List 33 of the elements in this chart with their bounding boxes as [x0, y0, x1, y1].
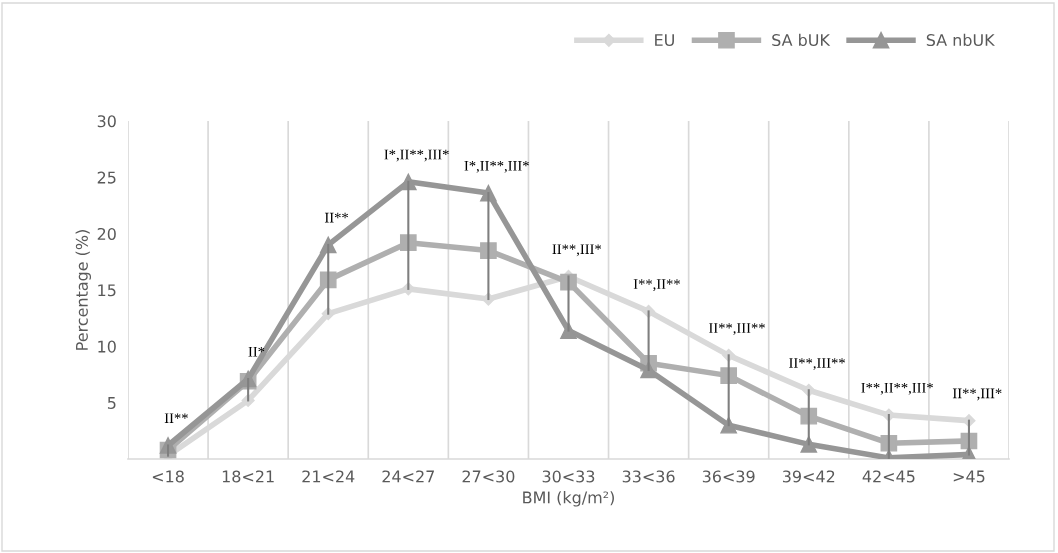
- x-tick-label: <18: [152, 470, 184, 483]
- annotation: II**,III**: [709, 323, 765, 336]
- x-tick-label: 42<45: [862, 470, 915, 483]
- annotation: I**,II**,III*: [861, 382, 933, 395]
- y-tick-label: 30: [97, 115, 116, 128]
- annotation: II**,III**: [789, 358, 845, 370]
- legend-label: EU: [655, 34, 674, 47]
- y-tick-label: 10: [98, 340, 116, 353]
- annotation: II**: [164, 413, 188, 423]
- x-tick-label: 33<36: [622, 470, 675, 483]
- x-tick-label: >45: [953, 470, 985, 483]
- y-tick-label: 25: [97, 171, 116, 184]
- x-tick-label: 39<42: [782, 470, 835, 483]
- x-tick-label: 21<24: [302, 470, 355, 483]
- y-tick-label: 20: [97, 227, 116, 240]
- annotation: I*,II**,III*: [384, 149, 449, 162]
- y-tick-label: 15: [98, 284, 116, 297]
- x-tick-label: 27<30: [462, 470, 515, 483]
- annotation: I*,II**,III*: [464, 161, 529, 173]
- x-tick-label: 36<39: [702, 470, 755, 483]
- y-tick-label: 5: [107, 397, 116, 409]
- annotation: II*: [248, 346, 265, 357]
- y-axis-title: Percentage (%): [75, 230, 92, 350]
- x-tick-label: 24<27: [382, 470, 434, 483]
- x-tick-label: 30<33: [542, 470, 595, 483]
- legend-label: SA bUK: [772, 33, 831, 47]
- annotation: II**,III*: [952, 388, 1002, 401]
- annotation: II**: [324, 212, 349, 223]
- x-tick-label: 18<21: [222, 470, 274, 483]
- legend-label: SA nbUK: [926, 33, 995, 47]
- annotation: I**,II**: [633, 279, 680, 292]
- annotation: II**,III*: [552, 244, 602, 257]
- x-axis-title: BMI (kg/m²): [523, 491, 614, 507]
